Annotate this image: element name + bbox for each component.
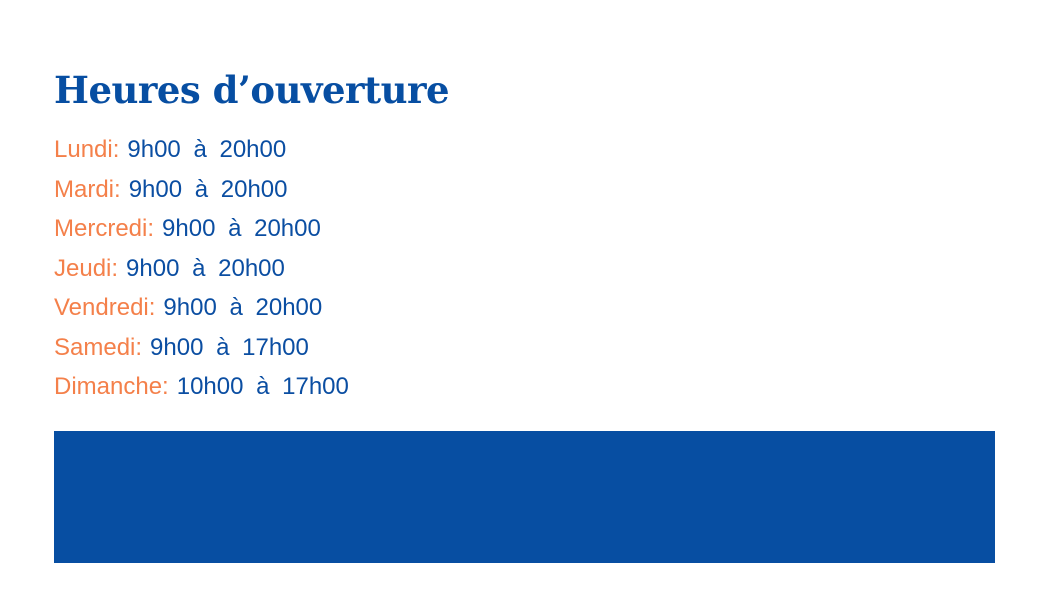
time-range: 9h00 à 20h00 — [163, 294, 323, 321]
blue-banner — [54, 431, 995, 563]
hours-row-samedi: Samedi: 9h00 à 17h00 — [54, 328, 349, 368]
day-label: Mardi: — [54, 175, 121, 203]
day-label: Lundi: — [54, 136, 120, 163]
hours-row-dimanche: Dimanche: 10h00 à 17h00 — [54, 367, 349, 407]
day-label: Vendredi: — [54, 294, 156, 321]
page-title: Heures d’ouverture — [54, 68, 450, 112]
hours-row-mercredi: Mercredi: 9h00 à 20h00 — [54, 209, 349, 249]
time-range: 10h00 à 17h00 — [176, 373, 349, 400]
day-label: Mercredi: — [54, 215, 155, 242]
time-range: 9h00 à 20h00 — [162, 215, 321, 242]
day-label: Jeudi: — [54, 254, 119, 282]
hours-row-jeudi: Jeudi: 9h00 à 20h00 — [54, 249, 349, 289]
time-range: 9h00 à 17h00 — [150, 333, 309, 361]
day-label: Dimanche: — [54, 373, 169, 400]
time-range: 9h00 à 20h00 — [127, 136, 287, 163]
hours-row-vendredi: Vendredi: 9h00 à 20h00 — [54, 288, 349, 328]
hours-row-mardi: Mardi: 9h00 à 20h00 — [54, 170, 349, 210]
time-range: 9h00 à 20h00 — [126, 254, 285, 282]
opening-hours-list: Lundi: 9h00 à 20h00 Mardi: 9h00 à 20h00 Merc… — [54, 130, 349, 407]
day-label: Samedi: — [54, 333, 143, 361]
time-range: 9h00 à 20h00 — [128, 175, 288, 203]
hours-row-lundi: Lundi: 9h00 à 20h00 — [54, 130, 349, 170]
